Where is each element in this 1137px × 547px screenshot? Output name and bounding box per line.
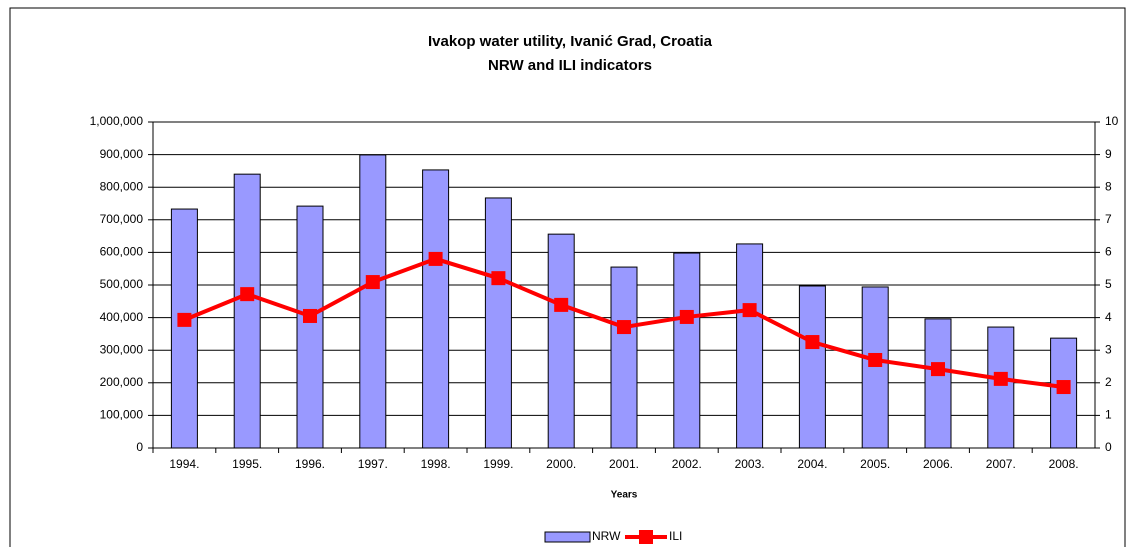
bar	[296, 205, 324, 449]
legend-swatch	[544, 531, 591, 543]
bar	[422, 169, 450, 449]
legend-label: NRW	[592, 529, 621, 543]
y2-tick-label: 7	[1105, 212, 1112, 226]
y2-tick-label: 5	[1105, 277, 1112, 291]
chart-subtitle: NRW and ILI indicators	[488, 57, 652, 74]
bar	[736, 243, 764, 449]
bar	[924, 318, 952, 449]
marker	[868, 352, 883, 367]
marker	[365, 275, 380, 290]
y2-tick-label: 1	[1105, 408, 1112, 422]
bar	[170, 208, 198, 449]
x-tick-label: 1997.	[358, 457, 388, 471]
y2-tick-label: 9	[1105, 147, 1112, 161]
marker	[805, 335, 820, 350]
bar	[359, 154, 387, 449]
x-axis-label: Years	[611, 490, 638, 501]
marker	[428, 251, 443, 266]
bar	[547, 233, 575, 449]
y-tick-label: 500,000	[100, 277, 144, 291]
bar	[673, 252, 701, 449]
legend-label: ILI	[669, 529, 682, 543]
x-tick-label: 2007.	[986, 457, 1016, 471]
marker	[679, 309, 694, 324]
marker	[1056, 380, 1071, 395]
x-tick-label: 1996.	[295, 457, 325, 471]
marker	[240, 287, 255, 302]
x-tick-label: 1994.	[169, 457, 199, 471]
y2-tick-label: 0	[1105, 440, 1112, 454]
x-tick-label: 2006.	[923, 457, 953, 471]
x-tick-label: 2001.	[609, 457, 639, 471]
x-tick-label: 1995.	[232, 457, 262, 471]
marker	[177, 312, 192, 327]
marker	[303, 308, 317, 323]
marker	[931, 362, 945, 377]
bar	[233, 173, 261, 449]
chart-title: Ivakop water utility, Ivanić Grad, Croat…	[428, 33, 713, 50]
x-tick-label: 2003.	[735, 457, 765, 471]
x-tick-label: 2002.	[672, 457, 702, 471]
y2-tick-label: 3	[1105, 342, 1112, 356]
y-tick-label: 1,000,000	[90, 114, 144, 128]
y-tick-label: 600,000	[100, 245, 144, 259]
y-tick-label: 300,000	[100, 342, 144, 356]
y-tick-label: 0	[136, 440, 143, 454]
bar	[987, 326, 1015, 449]
y2-tick-label: 4	[1105, 310, 1112, 324]
bar	[861, 286, 889, 449]
x-tick-label: 2008.	[1049, 457, 1079, 471]
y-tick-label: 900,000	[100, 147, 144, 161]
x-tick-label: 2004.	[797, 457, 827, 471]
x-tick-label: 2000.	[546, 457, 576, 471]
marker	[491, 271, 506, 286]
y-tick-label: 200,000	[100, 375, 144, 389]
y2-tick-label: 2	[1105, 375, 1112, 389]
bar	[610, 266, 638, 449]
x-tick-label: 1998.	[421, 457, 451, 471]
y2-tick-label: 6	[1105, 245, 1112, 259]
y-tick-label: 400,000	[100, 310, 144, 324]
bar	[798, 285, 826, 449]
marker	[742, 303, 757, 318]
marker	[993, 371, 1008, 386]
x-tick-label: 1999.	[483, 457, 513, 471]
x-tick-label: 2005.	[860, 457, 890, 471]
y-tick-label: 700,000	[100, 212, 144, 226]
marker	[554, 297, 569, 312]
legend-swatch	[639, 530, 653, 544]
y-tick-label: 800,000	[100, 179, 144, 193]
y2-tick-label: 8	[1105, 179, 1112, 193]
y2-tick-label: 10	[1105, 114, 1119, 128]
bar	[484, 197, 512, 449]
marker	[617, 320, 631, 335]
y-tick-label: 100,000	[100, 408, 144, 422]
